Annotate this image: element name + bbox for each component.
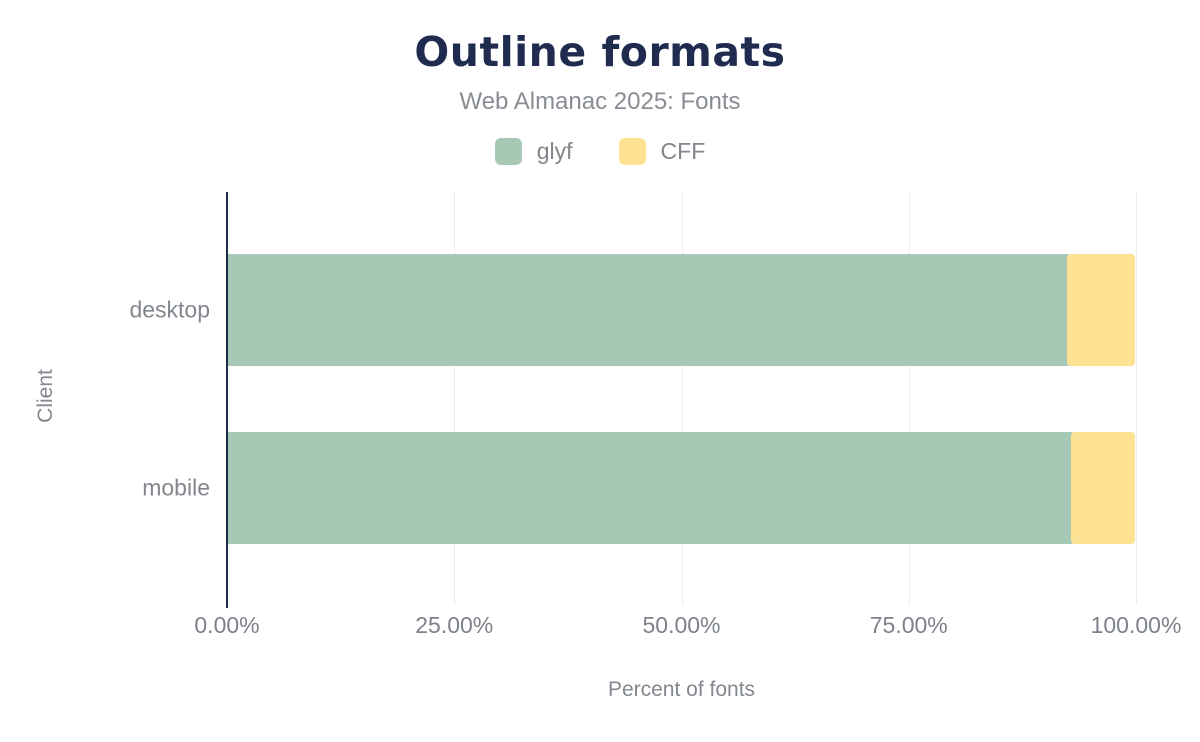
legend: glyf CFF: [0, 138, 1200, 165]
legend-item-cff[interactable]: CFF: [618, 138, 706, 165]
gridline: [454, 192, 456, 605]
x-tick-label: 25.00%: [415, 612, 494, 638]
bar-row-mobile: mobile: [142, 432, 1137, 544]
legend-swatch-glyf: [494, 138, 522, 165]
bar-segment-cff-desktop[interactable]: [1066, 254, 1135, 366]
legend-label: glyf: [536, 138, 573, 164]
bar-segment-glyf-desktop[interactable]: [228, 254, 1069, 366]
x-tick-label: 75.00%: [869, 612, 948, 638]
y-axis-line: [226, 192, 228, 608]
category-label-desktop: desktop: [129, 296, 210, 323]
chart-title: Outline formats: [414, 28, 786, 76]
x-tick-label: 0.00%: [194, 612, 260, 638]
gridline: [681, 192, 683, 605]
legend-item-glyf[interactable]: glyf: [494, 138, 573, 165]
y-axis-title: Client: [34, 369, 57, 423]
x-axis-title: Percent of fonts: [607, 678, 756, 701]
bar-segment-glyf-mobile[interactable]: [228, 432, 1074, 544]
chart-subtitle: Web Almanac 2025: Fonts: [459, 88, 741, 115]
gridline: [908, 192, 910, 605]
bar-row-desktop: desktop: [129, 254, 1137, 366]
x-tick-label: 100.00%: [1090, 612, 1182, 638]
gridline: [1136, 192, 1137, 605]
legend-label: CFF: [660, 138, 706, 164]
x-tick-label: 50.00%: [642, 612, 721, 638]
plot-area: 0.00% 25.00% 50.00% 75.00% 100.00% desktop mob…: [129, 192, 1181, 638]
category-label-mobile: mobile: [142, 474, 210, 501]
bar-segment-cff-mobile[interactable]: [1071, 432, 1135, 544]
legend-swatch-cff: [618, 138, 646, 165]
